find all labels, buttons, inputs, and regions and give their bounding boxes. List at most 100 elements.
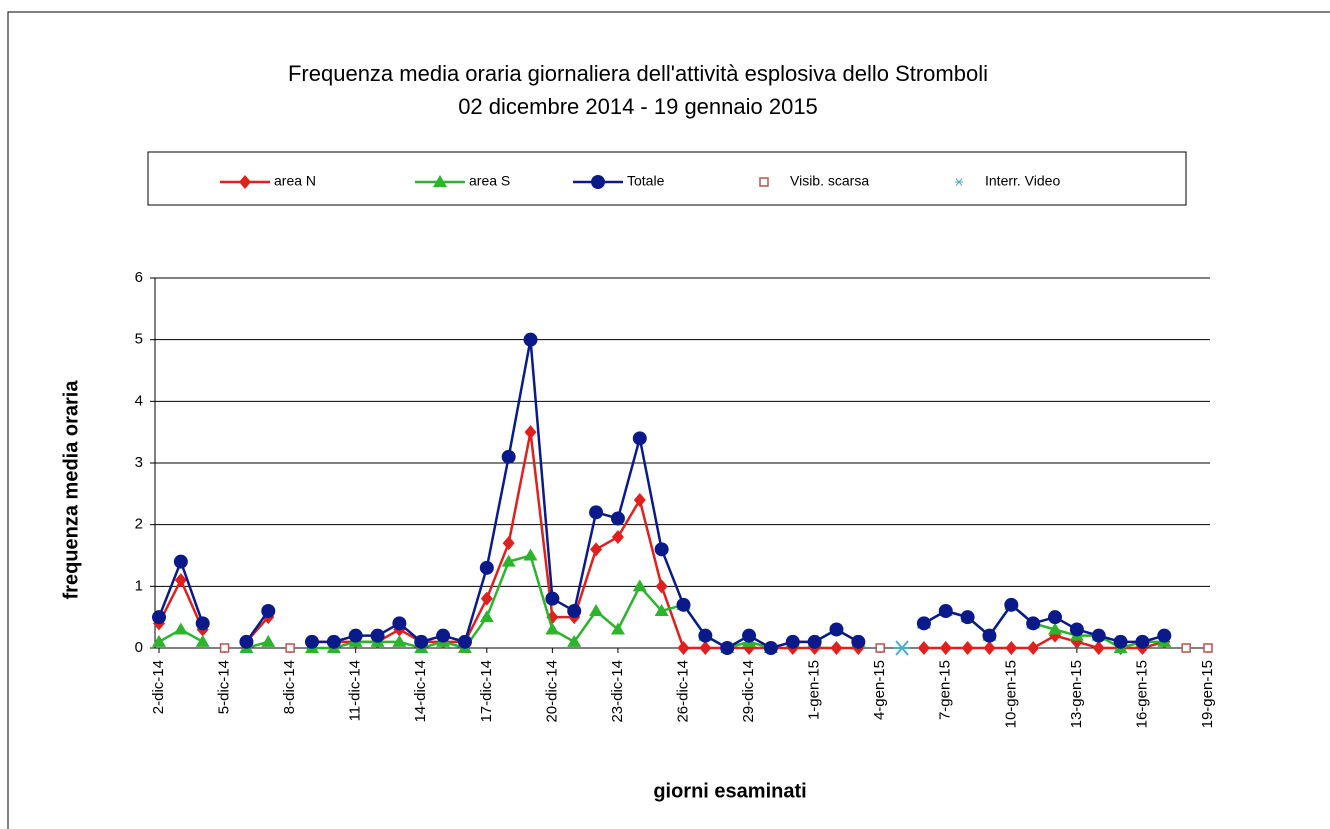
marker: [545, 622, 560, 635]
x-tick-label: 19-gen-15: [1199, 660, 1216, 728]
x-tick-label: 17-dic-14: [478, 660, 495, 723]
x-tick-label: 8-dic-14: [281, 660, 298, 714]
legend-marker: [591, 175, 605, 189]
marker: [677, 641, 690, 655]
marker: [457, 634, 472, 649]
marker: [195, 634, 210, 647]
x-tick-label: 20-dic-14: [543, 660, 560, 723]
marker: [916, 616, 931, 631]
marker: [698, 628, 713, 643]
marker: [1181, 643, 1191, 653]
marker: [938, 604, 953, 618]
marker: [502, 536, 515, 551]
marker: [348, 628, 363, 643]
marker: [1048, 610, 1063, 625]
marker: [654, 542, 669, 557]
marker: [1203, 643, 1213, 653]
marker: [1005, 641, 1018, 655]
legend-marker: [759, 177, 769, 187]
y-tick-label: 3: [135, 454, 143, 471]
marker: [589, 505, 604, 520]
y-tick-label: 1: [135, 577, 143, 594]
legend-marker: [239, 175, 251, 189]
marker: [742, 628, 757, 643]
y-tick-label: 5: [135, 331, 143, 348]
marker: [523, 332, 538, 347]
legend-item: Interr. Video: [955, 173, 1060, 189]
marker: [1048, 622, 1063, 635]
marker: [654, 604, 669, 616]
marker: [370, 628, 385, 643]
legend-item: area S: [415, 173, 510, 189]
x-tick-label: 26-dic-14: [674, 660, 691, 723]
marker: [173, 554, 188, 569]
marker: [632, 431, 647, 446]
marker: [480, 591, 493, 606]
marker: [1157, 628, 1172, 643]
x-tick-label: 16-gen-15: [1133, 660, 1150, 728]
marker: [436, 628, 451, 643]
marker: [610, 511, 625, 526]
marker: [239, 634, 254, 649]
marker: [829, 622, 844, 637]
marker: [699, 641, 712, 655]
marker: [830, 641, 843, 655]
y-tick-label: 6: [135, 269, 143, 286]
marker: [285, 643, 295, 653]
legend-item: Visib. scarsa: [759, 173, 869, 189]
marker: [219, 643, 230, 653]
marker: [1026, 616, 1041, 631]
marker: [1069, 622, 1084, 637]
marker: [392, 616, 407, 631]
marker: [1113, 634, 1128, 649]
legend-marker: [433, 175, 447, 187]
x-axis-title: giorni esaminati: [653, 780, 806, 802]
marker: [917, 641, 930, 655]
marker: [939, 641, 952, 655]
marker: [261, 604, 276, 618]
legend-item: area N: [220, 173, 316, 189]
x-tick-label: 10-gen-15: [1002, 660, 1019, 728]
legend-label: area N: [274, 173, 316, 189]
marker: [1027, 641, 1040, 655]
y-axis-title: frequenza media oraria: [60, 380, 82, 600]
marker: [567, 634, 582, 647]
marker: [1135, 634, 1150, 649]
x-tick-label: 2-dic-14: [150, 660, 167, 714]
marker: [152, 634, 166, 647]
x-tick-label: 11-dic-14: [347, 660, 364, 721]
marker: [851, 634, 866, 649]
y-tick-label: 4: [135, 392, 143, 409]
legend-label: Interr. Video: [985, 173, 1060, 189]
y-tick-label: 2: [135, 516, 143, 533]
marker: [479, 560, 494, 575]
legend-marker: [955, 178, 963, 186]
marker: [960, 610, 975, 625]
chart-subtitle: 02 dicembre 2014 - 19 gennaio 2015: [458, 94, 818, 119]
marker: [326, 634, 341, 649]
marker: [633, 493, 646, 507]
marker: [501, 554, 516, 567]
marker: [304, 634, 319, 649]
y-tick-label: 0: [135, 639, 143, 656]
marker: [261, 634, 276, 647]
marker: [1004, 597, 1019, 612]
x-tick-label: 7-gen-15: [937, 660, 954, 720]
marker: [982, 628, 997, 643]
marker: [894, 640, 911, 656]
marker: [173, 622, 188, 635]
chart-title: Frequenza media oraria giornaliera dell'…: [288, 61, 988, 86]
marker: [610, 622, 625, 635]
marker: [763, 641, 778, 655]
legend-label: Totale: [627, 173, 665, 189]
marker: [567, 604, 582, 618]
x-tick-label: 5-dic-14: [216, 660, 233, 714]
marker: [676, 597, 691, 612]
x-tick-label: 23-dic-14: [609, 660, 626, 723]
legend-label: area S: [469, 173, 510, 189]
x-tick-label: 1-gen-15: [806, 660, 823, 720]
marker: [807, 634, 822, 649]
marker: [1091, 628, 1106, 643]
marker: [523, 548, 538, 561]
